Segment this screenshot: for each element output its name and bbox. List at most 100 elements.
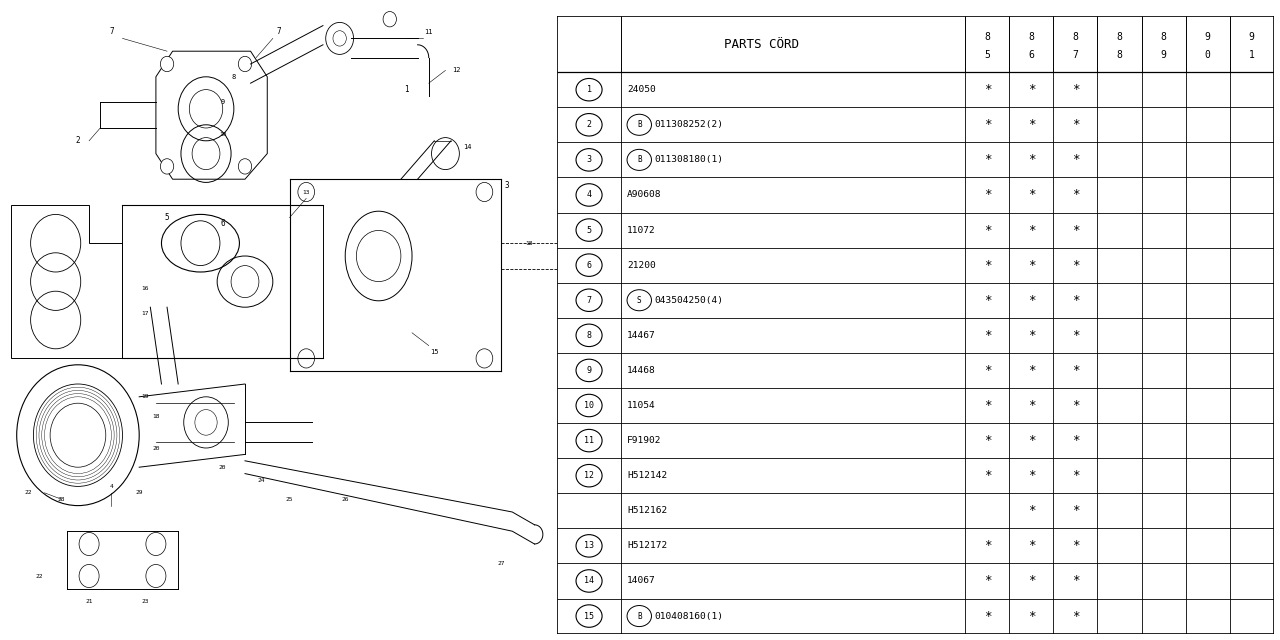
Text: *: * <box>1028 399 1036 412</box>
Text: 18: 18 <box>525 241 532 246</box>
Text: *: * <box>983 609 991 623</box>
Text: 9: 9 <box>1204 31 1211 42</box>
Text: *: * <box>1071 434 1079 447</box>
Text: S: S <box>637 296 641 305</box>
Text: *: * <box>1071 118 1079 131</box>
Text: 13: 13 <box>302 189 310 195</box>
Text: 3: 3 <box>504 181 509 190</box>
Text: 15: 15 <box>430 349 439 355</box>
Text: 6: 6 <box>220 220 225 228</box>
Text: 14: 14 <box>463 144 472 150</box>
Text: *: * <box>983 223 991 237</box>
Circle shape <box>476 182 493 202</box>
Text: 8: 8 <box>1029 31 1034 42</box>
Text: H512162: H512162 <box>627 506 667 515</box>
Circle shape <box>238 159 252 174</box>
Text: 6: 6 <box>1029 50 1034 60</box>
Text: 14: 14 <box>584 577 594 586</box>
Text: 9: 9 <box>586 366 591 375</box>
Text: *: * <box>1071 540 1079 552</box>
Text: *: * <box>1028 188 1036 202</box>
Text: 12: 12 <box>452 67 461 74</box>
Text: 19: 19 <box>141 394 148 399</box>
Text: 8: 8 <box>1116 31 1123 42</box>
Text: 8: 8 <box>232 74 236 80</box>
Text: *: * <box>983 83 991 96</box>
Text: 20: 20 <box>219 465 227 470</box>
Text: B: B <box>637 156 641 164</box>
Text: *: * <box>1028 364 1036 377</box>
Text: *: * <box>1028 118 1036 131</box>
Text: 011308180(1): 011308180(1) <box>654 156 723 164</box>
Text: *: * <box>1071 399 1079 412</box>
Text: 20: 20 <box>152 445 160 451</box>
Text: *: * <box>1028 329 1036 342</box>
Text: *: * <box>983 469 991 482</box>
Text: 5: 5 <box>984 50 991 60</box>
Text: 10: 10 <box>584 401 594 410</box>
Text: *: * <box>1071 364 1079 377</box>
Text: H512172: H512172 <box>627 541 667 550</box>
Circle shape <box>238 56 252 72</box>
Text: *: * <box>983 364 991 377</box>
Text: *: * <box>1071 609 1079 623</box>
Text: *: * <box>983 575 991 588</box>
Text: 23: 23 <box>141 599 148 604</box>
Text: *: * <box>1071 469 1079 482</box>
Circle shape <box>383 12 397 27</box>
Text: *: * <box>1071 83 1079 96</box>
Circle shape <box>79 532 99 556</box>
Text: 14467: 14467 <box>627 331 655 340</box>
Text: 7: 7 <box>276 28 280 36</box>
Text: 11: 11 <box>584 436 594 445</box>
Text: 1: 1 <box>1249 50 1254 60</box>
Text: *: * <box>1028 83 1036 96</box>
Text: 010408160(1): 010408160(1) <box>654 612 723 621</box>
Text: *: * <box>1071 294 1079 307</box>
Text: 8: 8 <box>984 31 991 42</box>
Text: 2: 2 <box>586 120 591 129</box>
Text: 11072: 11072 <box>627 225 655 234</box>
Text: *: * <box>983 188 991 202</box>
Text: 17: 17 <box>141 311 148 316</box>
Text: *: * <box>1028 504 1036 517</box>
Circle shape <box>476 349 493 368</box>
Text: 4: 4 <box>586 191 591 200</box>
Text: 7: 7 <box>586 296 591 305</box>
Text: 9: 9 <box>220 99 225 106</box>
Circle shape <box>298 182 315 202</box>
Circle shape <box>146 532 166 556</box>
Text: *: * <box>983 329 991 342</box>
Text: 011308252(2): 011308252(2) <box>654 120 723 129</box>
Text: H512142: H512142 <box>627 471 667 480</box>
Text: *: * <box>1028 540 1036 552</box>
Text: 5: 5 <box>586 225 591 234</box>
Text: *: * <box>1071 259 1079 271</box>
Text: *: * <box>1028 609 1036 623</box>
Text: 1: 1 <box>586 85 591 94</box>
Text: *: * <box>1028 154 1036 166</box>
Text: B: B <box>637 120 641 129</box>
Text: 1: 1 <box>404 85 408 94</box>
Text: *: * <box>983 540 991 552</box>
Text: 22: 22 <box>36 573 42 579</box>
Text: 21: 21 <box>86 599 93 604</box>
Text: 24: 24 <box>259 477 265 483</box>
Text: 8: 8 <box>1073 31 1078 42</box>
Text: *: * <box>1028 575 1036 588</box>
Text: 3: 3 <box>586 156 591 164</box>
Text: *: * <box>1071 188 1079 202</box>
Text: 26: 26 <box>342 497 349 502</box>
Text: *: * <box>983 154 991 166</box>
Text: 9: 9 <box>1161 50 1166 60</box>
Text: 14468: 14468 <box>627 366 655 375</box>
Text: *: * <box>1071 504 1079 517</box>
Text: 7: 7 <box>109 28 114 36</box>
Text: *: * <box>983 399 991 412</box>
Text: *: * <box>983 118 991 131</box>
Text: *: * <box>1071 329 1079 342</box>
Text: 21200: 21200 <box>627 260 655 269</box>
Circle shape <box>146 564 166 588</box>
Text: 27: 27 <box>498 561 504 566</box>
Text: *: * <box>1028 434 1036 447</box>
